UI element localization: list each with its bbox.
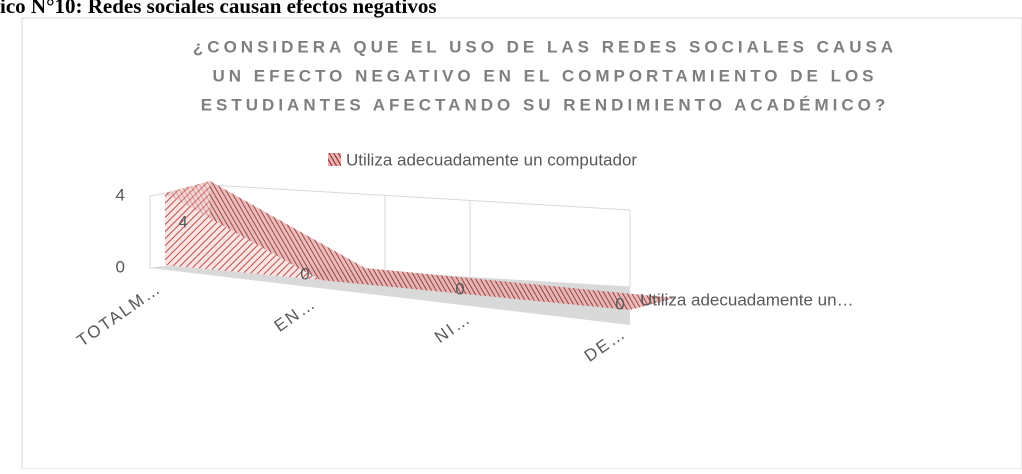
data-label: 4 <box>178 212 187 231</box>
area-top <box>320 268 520 295</box>
chart-title: ¿CONSIDERA QUE EL USO DE LAS REDES SOCIA… <box>193 37 897 56</box>
legend-swatch <box>328 153 341 166</box>
area <box>165 193 630 310</box>
y-tick-label: 0 <box>116 257 125 276</box>
depth-axis-label: Utiliza adecuadamente un… <box>640 290 854 309</box>
data-label: 0 <box>615 294 624 313</box>
legend-label: Utiliza adecuadamente un computador <box>346 150 637 169</box>
chart-title: ESTUDIANTES AFECTANDO SU RENDIMIENTO ACA… <box>201 95 890 114</box>
area-top <box>475 283 675 310</box>
floor <box>150 262 630 325</box>
area-side <box>165 181 210 265</box>
data-label: 0 <box>300 264 309 283</box>
caption: ico N°10: Redes sociales causan efectos … <box>0 0 437 18</box>
chart-title: UN EFECTO NEGATIVO EN EL COMPORTAMIENTO … <box>212 66 877 85</box>
grid-line <box>209 184 631 211</box>
data-label: 0 <box>455 279 464 298</box>
area-top <box>165 181 365 280</box>
y-tick-label: 4 <box>116 185 125 204</box>
